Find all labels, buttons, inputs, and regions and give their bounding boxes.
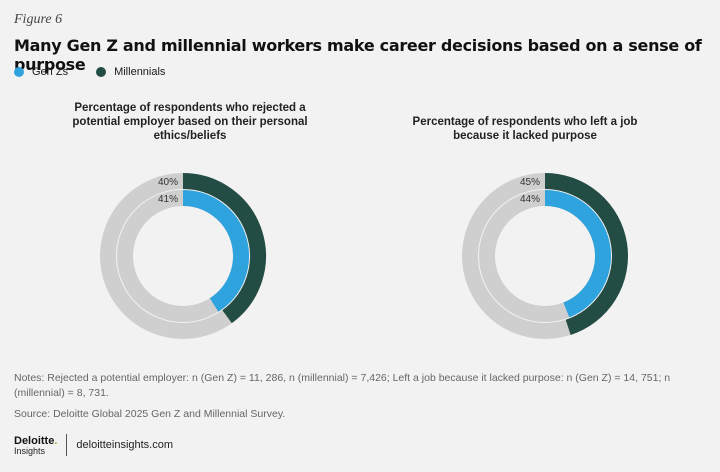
footer: Deloitte. Insights deloitteinsights.com (14, 434, 173, 456)
chart-title: Many Gen Z and millennial workers make c… (14, 36, 702, 74)
legend: Gen Zs Millennials (14, 66, 193, 78)
donut-2-outer-arc-millennials (544, 173, 628, 335)
donut-2-inner-arc-gen-zs (544, 190, 611, 318)
figure-label: Figure 6 (14, 12, 63, 27)
notes: Notes: Rejected a potential employer: n … (14, 372, 671, 399)
donut-1-title: Percentage of respondents who rejected a… (72, 102, 308, 142)
legend-label-genz: Gen Zs (32, 66, 69, 78)
logo-brand: Deloitte (14, 434, 55, 447)
donut-2-title: Percentage of respondents who left a job… (412, 116, 638, 142)
source: Source: Deloitte Global 2025 Gen Z and M… (14, 408, 286, 420)
legend-item-millennials: Millennials (96, 66, 165, 78)
donut-1-inner-arc-gen-zs (182, 190, 249, 312)
donut-2-outer-value-label: 45% (520, 177, 540, 188)
donut-1-outer-value-label: 40% (158, 177, 178, 188)
logo-dot: . (54, 434, 58, 447)
footer-divider (66, 434, 68, 456)
legend-item-genz: Gen Zs (14, 66, 68, 78)
site-link[interactable]: deloitteinsights.com (76, 439, 174, 451)
legend-swatch-genz (14, 67, 24, 77)
deloitte-logo: Deloitte. Insights (14, 435, 57, 456)
legend-label-millennials: Millennials (114, 66, 166, 78)
donut-1-outer-arc-millennials (182, 173, 266, 324)
donut-2-inner-value-label: 44% (520, 194, 540, 205)
logo-sub: Insights (14, 445, 46, 456)
legend-swatch-millennials (96, 67, 107, 77)
donut-1-inner-value-label: 41% (158, 194, 178, 205)
